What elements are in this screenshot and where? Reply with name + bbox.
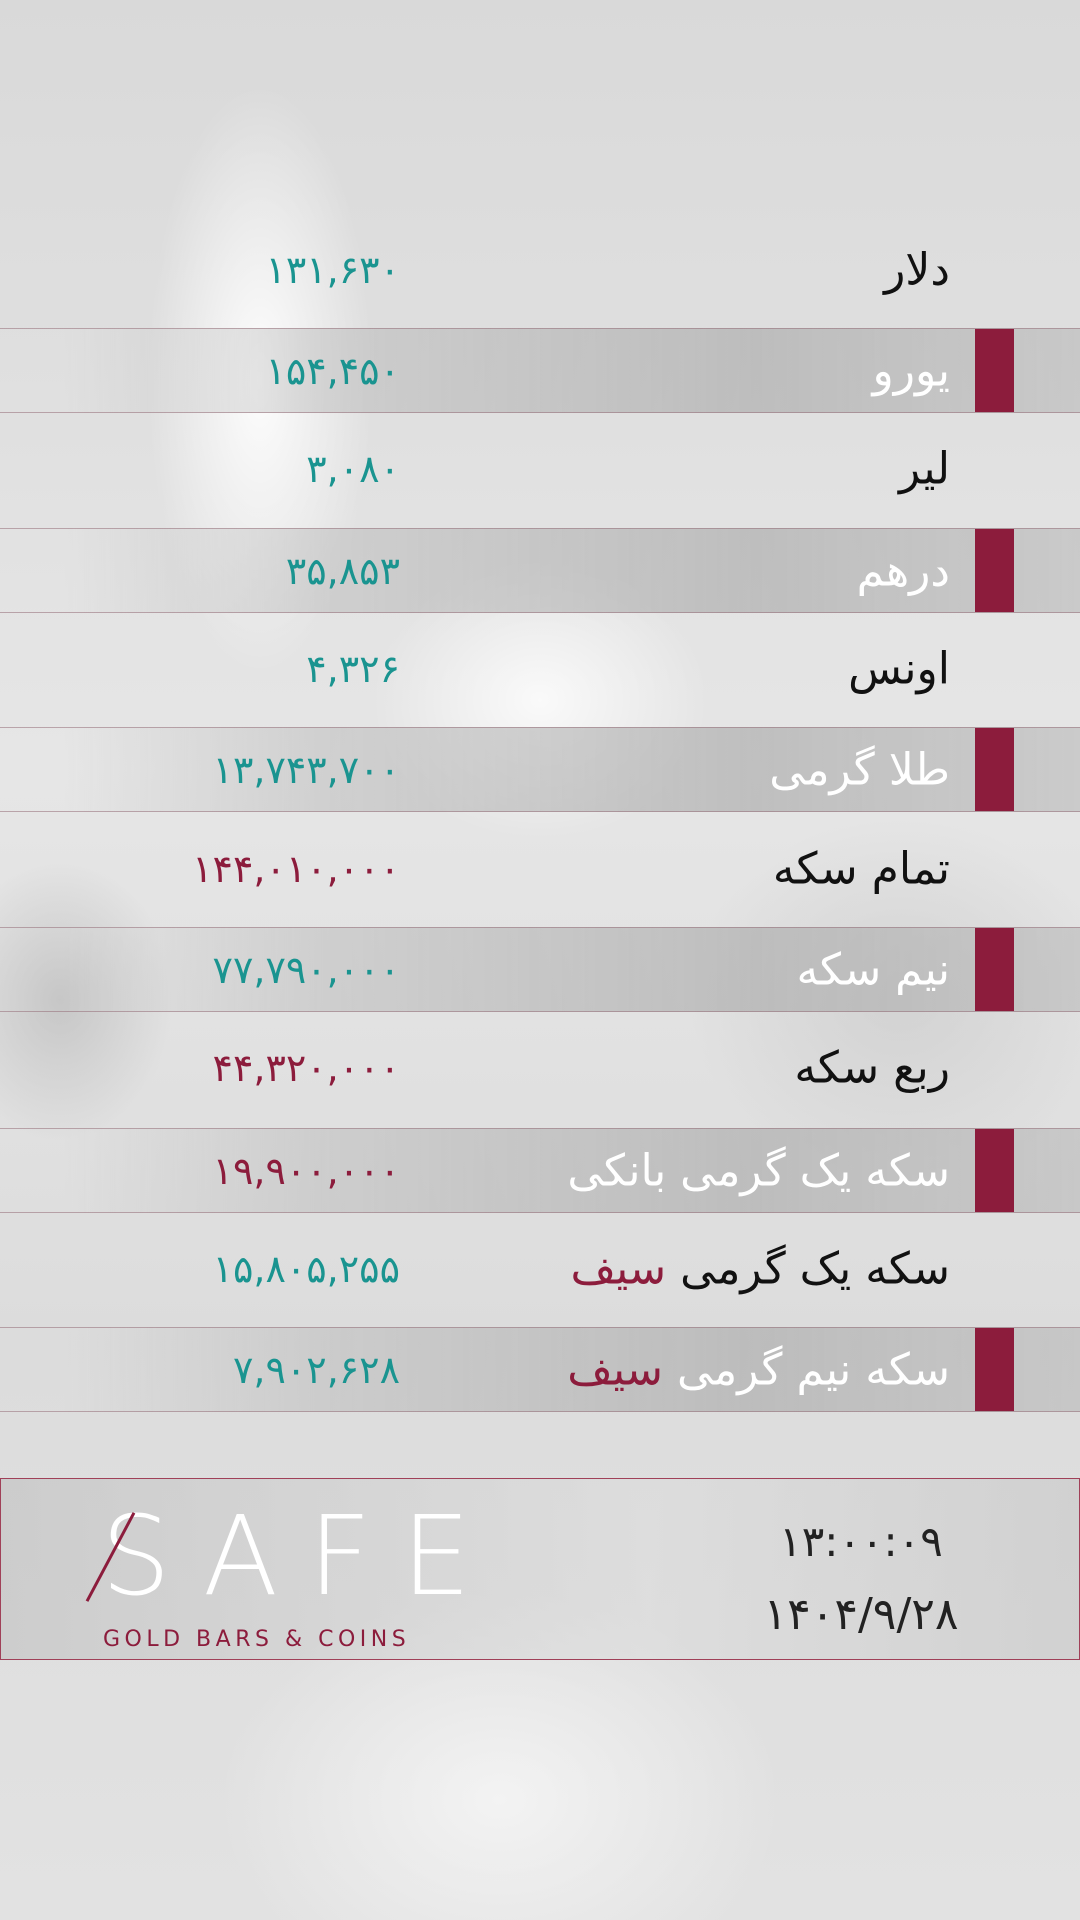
rate-label-text: تمام سکه (772, 843, 950, 895)
rate-value: ۱۹,۹۰۰,۰۰۰ (212, 1148, 400, 1193)
rate-label: ربع سکه (794, 1043, 950, 1094)
clock-time: ۱۳:۰۰:۰۹ (779, 1517, 943, 1566)
row-accent-bar (975, 329, 1014, 412)
rate-label-brand: سیف (567, 1344, 663, 1395)
rate-value: ۳۵,۸۵۳ (285, 548, 400, 593)
rate-label: اونس (848, 644, 950, 695)
rate-row: درهم ۳۵,۸۵۳ (0, 528, 1080, 613)
rate-label-text: طلا گرمی (769, 744, 950, 795)
rate-value: ۷,۹۰۲,۶۲۸ (232, 1347, 400, 1392)
rate-label: لیر (899, 444, 950, 495)
rate-row: سکه یک گرمی سیف ۱۵,۸۰۵,۲۵۵ (0, 1211, 1080, 1327)
rate-label: دلار (884, 245, 950, 296)
row-accent-bar (975, 1328, 1014, 1411)
safe-logo: SAFE GOLD BARS & COINS (85, 1501, 471, 1652)
rate-value: ۱۳,۷۴۳,۷۰۰ (212, 747, 400, 792)
rate-label: سکه نیم گرمی سیف (567, 1344, 950, 1395)
rate-label: سکه یک گرمی بانکی (567, 1145, 950, 1196)
rate-row: دلار ۱۳۱,۶۳۰ (0, 212, 1080, 328)
rate-row: یورو ۱۵۴,۴۵۰ (0, 328, 1080, 413)
clock-date: ۱۴۰۴/۹/۲۸ (763, 1589, 959, 1640)
row-accent-bar (975, 529, 1014, 612)
logo-tagline: GOLD BARS & COINS (103, 1627, 411, 1652)
row-accent-bar (975, 1129, 1014, 1212)
rate-value: ۷۷,۷۹۰,۰۰۰ (212, 947, 400, 992)
rate-label-text: دلار (884, 244, 950, 296)
rate-label-text: اونس (848, 643, 950, 695)
rate-value: ۴,۳۲۶ (306, 647, 400, 691)
rate-label: سکه یک گرمی سیف (570, 1244, 950, 1295)
rate-value: ۴۴,۳۲۰,۰۰۰ (212, 1046, 400, 1090)
row-accent-bar (975, 728, 1014, 811)
rate-label-text: سکه یک گرمی (680, 1243, 950, 1295)
rate-label: درهم (857, 545, 950, 596)
rate-row: طلا گرمی ۱۳,۷۴۳,۷۰۰ (0, 727, 1080, 812)
rate-label: تمام سکه (773, 844, 950, 895)
rate-row: اونس ۴,۳۲۶ (0, 611, 1080, 727)
rate-label-text: ربع سکه (794, 1042, 950, 1094)
rate-label: طلا گرمی (769, 744, 950, 795)
rate-row: سکه یک گرمی بانکی ۱۹,۹۰۰,۰۰۰ (0, 1128, 1080, 1213)
rate-value: ۱۴۴,۰۱۰,۰۰۰ (192, 847, 400, 891)
rate-value: ۱۵۴,۴۵۰ (265, 348, 400, 393)
rate-label: نیم سکه (796, 944, 950, 995)
rate-value: ۳,۰۸۰ (306, 447, 400, 491)
rate-row: تمام سکه ۱۴۴,۰۱۰,۰۰۰ (0, 811, 1080, 927)
logo-word: SAFE (101, 1492, 501, 1620)
rate-label-text: درهم (856, 545, 950, 596)
rate-value: ۱۵,۸۰۵,۲۵۵ (212, 1247, 400, 1291)
rate-label-text: سکه نیم گرمی (676, 1344, 950, 1395)
rate-label-text: لیر (899, 443, 950, 495)
rate-row: نیم سکه ۷۷,۷۹۰,۰۰۰ (0, 927, 1080, 1012)
rate-row: سکه نیم گرمی سیف ۷,۹۰۲,۶۲۸ (0, 1327, 1080, 1412)
rate-label-brand: سیف (570, 1243, 667, 1295)
rate-label-text: نیم سکه (796, 944, 950, 995)
footer-panel: SAFE GOLD BARS & COINS ۱۳:۰۰:۰۹ ۱۴۰۴/۹/۲… (0, 1478, 1080, 1660)
rate-label-text: یورو (872, 345, 950, 396)
rate-label: یورو (873, 345, 950, 396)
rate-row: لیر ۳,۰۸۰ (0, 411, 1080, 527)
rate-label-text: سکه یک گرمی بانکی (567, 1145, 950, 1196)
rate-row: ربع سکه ۴۴,۳۲۰,۰۰۰ (0, 1010, 1080, 1126)
rate-value: ۱۳۱,۶۳۰ (265, 248, 400, 292)
row-accent-bar (975, 928, 1014, 1011)
